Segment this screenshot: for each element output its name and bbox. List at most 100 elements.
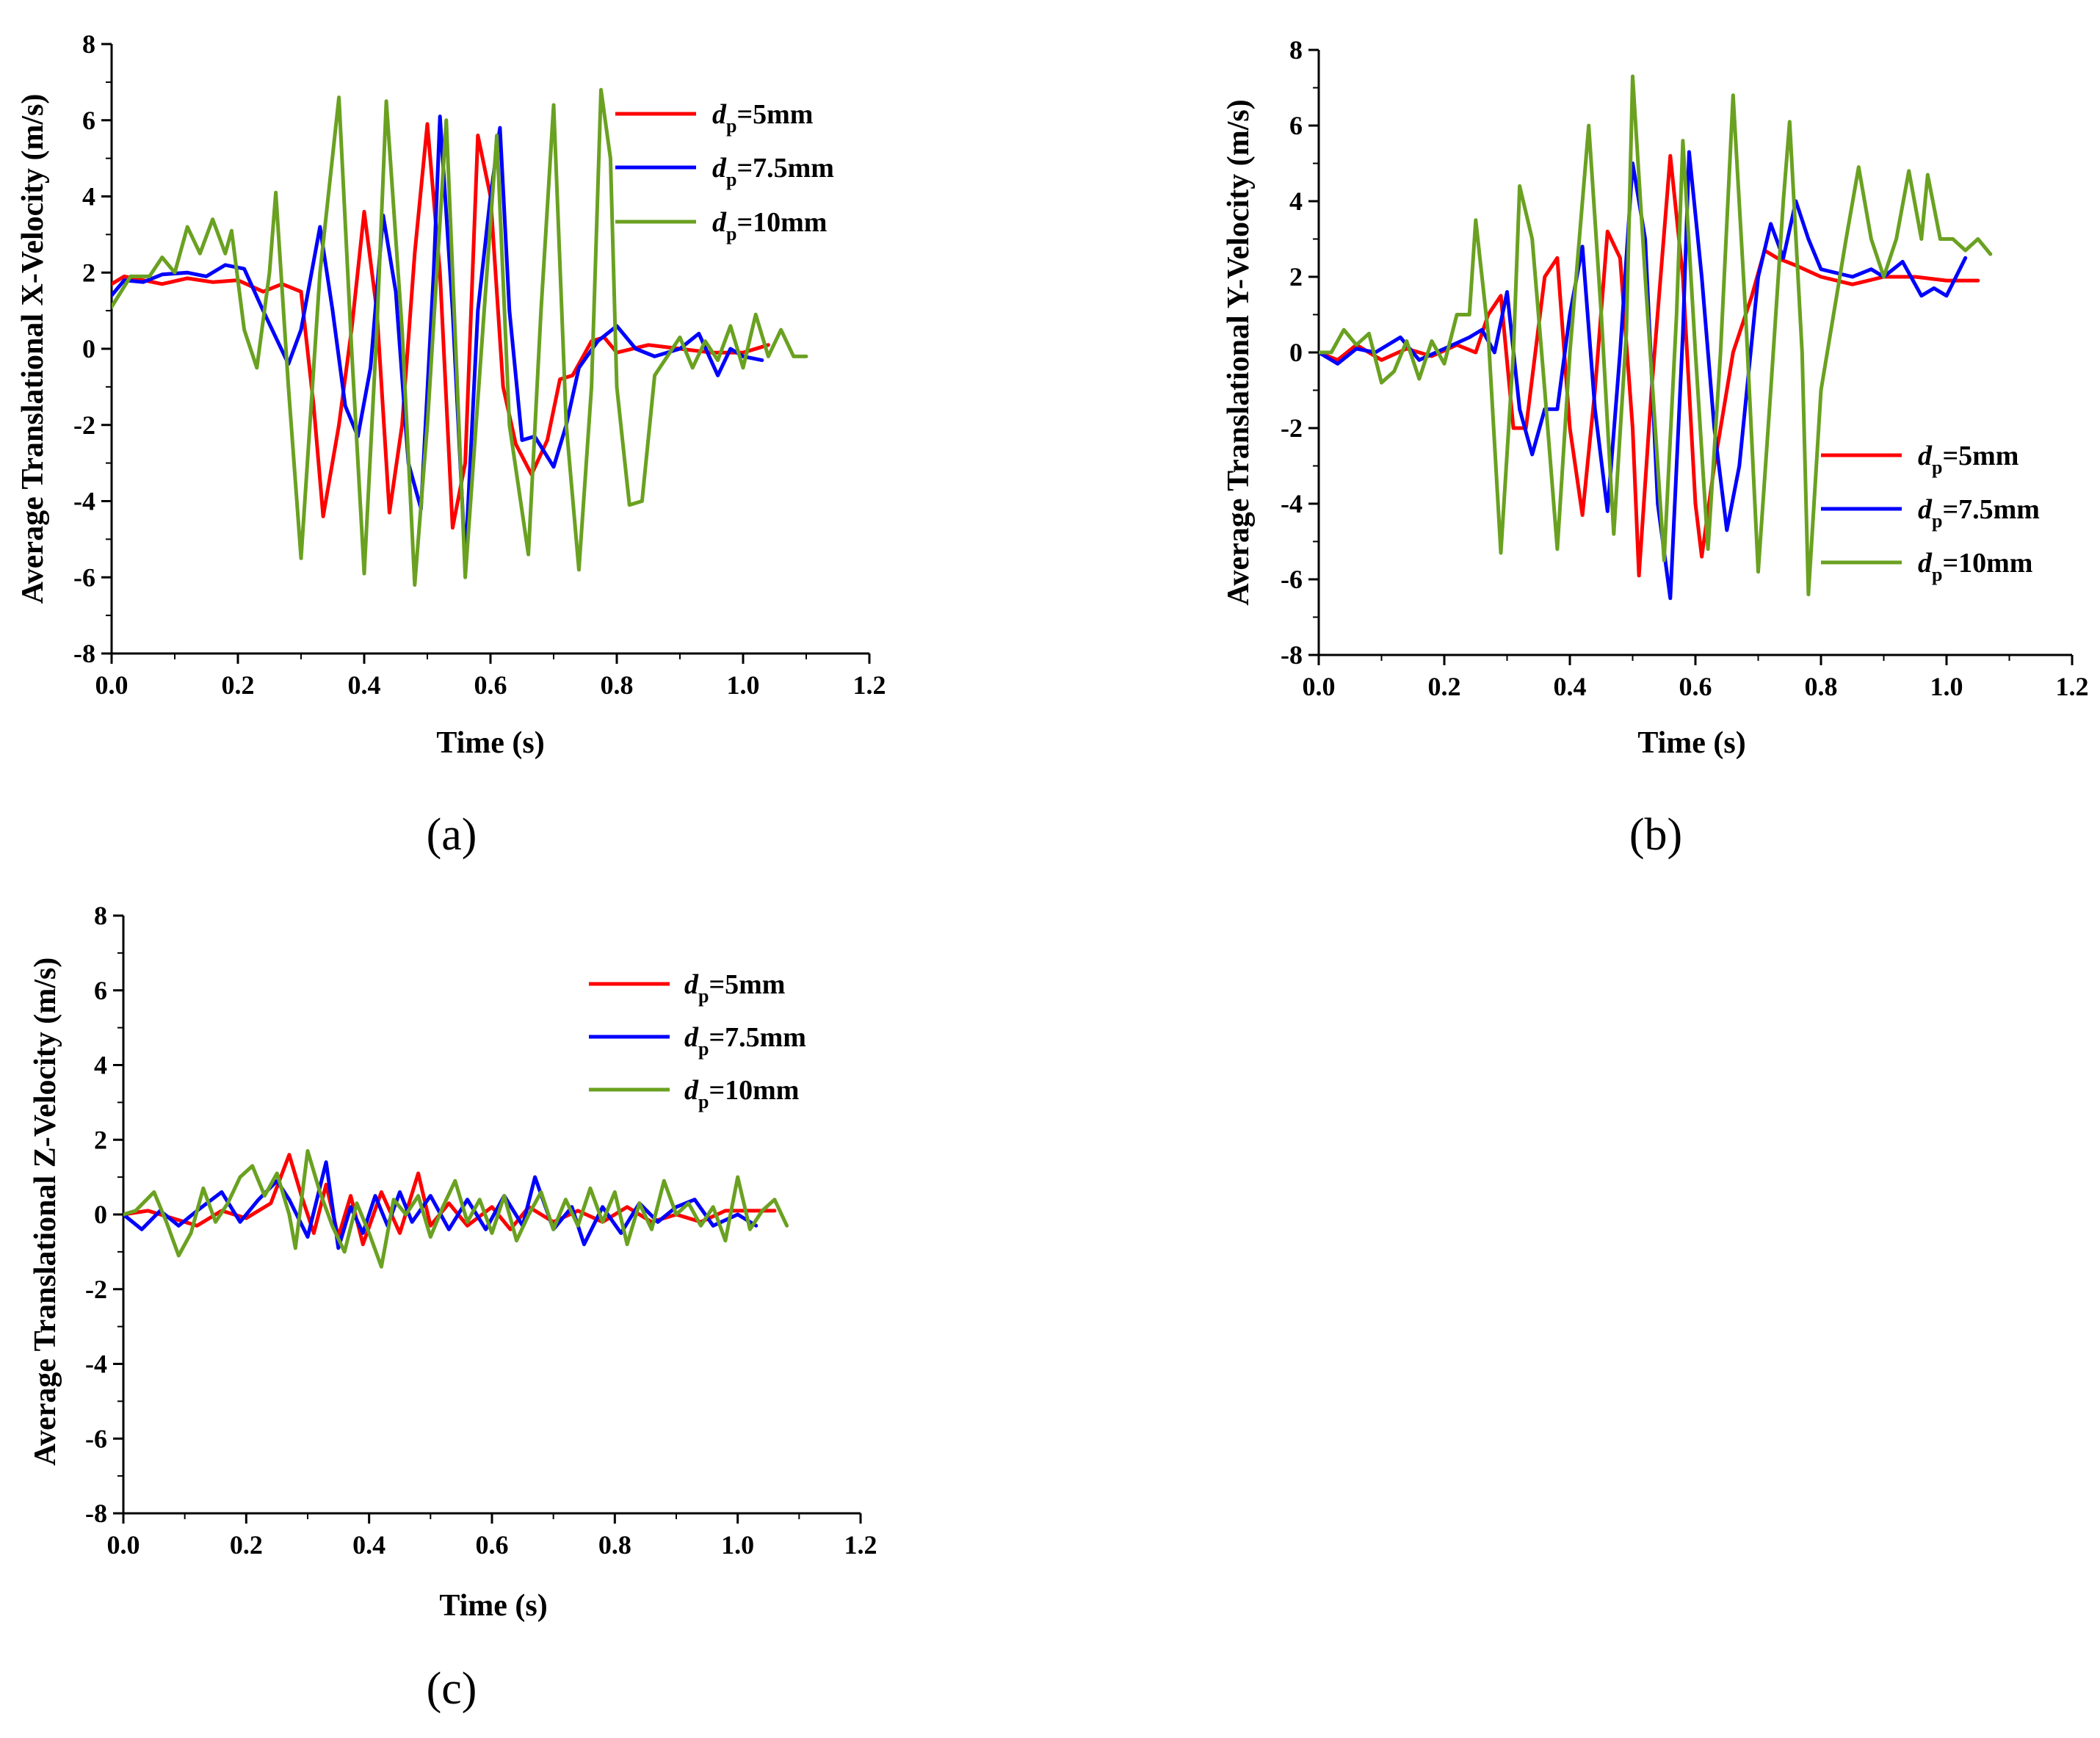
chart-panel-a: 0.0 0.2 0.4 0.6 0.8 1.0 1.2 -8 -6 -4 -2 0 2 4 6 8 Time … (16, 29, 886, 860)
x-tick-label-c: 1.0 (721, 1530, 754, 1560)
legend-entry-dp7_5-c: dp=7.5mm (589, 1022, 806, 1060)
legend-d-symbol: d (684, 1075, 699, 1106)
y-tick-label-a: 8 (82, 29, 95, 59)
legend-label-dp10-b: =10mm (1942, 548, 2032, 579)
y-tick-label-c: 0 (94, 1200, 107, 1229)
legend-label-dp10-c: =10mm (709, 1075, 799, 1106)
y-tick-label-b: 2 (1289, 262, 1303, 292)
legend-d-symbol: d (1918, 441, 1933, 471)
legend-label-dp10-a: =10mm (736, 207, 827, 238)
legend-a: dp=5mm dp=7.5mm dp=10mm (615, 99, 834, 245)
x-tick-label-b: 1.0 (1930, 672, 1963, 701)
legend-d-symbol: d (712, 207, 727, 238)
series-group-c (123, 1149, 789, 1269)
legend-d-symbol: d (712, 153, 727, 184)
x-tick-label-c: 1.2 (844, 1530, 877, 1560)
x-tick-label-a: 0.6 (474, 670, 507, 700)
legend-entry-dp5-a: dp=5mm (615, 99, 813, 137)
y-tick-label-b: 6 (1289, 111, 1303, 140)
legend-label-dp7_5-c: =7.5mm (709, 1022, 805, 1053)
y-tick-label-b: 8 (1289, 35, 1303, 65)
panel-label-c: (c) (427, 1664, 477, 1714)
y-tick-label-b: -6 (1281, 565, 1303, 594)
svg-text:dp=10mm: dp=10mm (684, 1075, 799, 1112)
svg-text:dp=7.5mm: dp=7.5mm (1918, 494, 2040, 532)
y-tick-label-c: 2 (94, 1125, 107, 1154)
series-line-dp10-c (123, 1149, 789, 1269)
series-line-dp10-b (1319, 74, 1993, 597)
legend-d-symbol: d (712, 99, 727, 130)
legend-d-subscript: p (726, 169, 736, 190)
y-tick-label-c: -2 (85, 1275, 107, 1304)
legend-d-subscript: p (698, 1038, 709, 1060)
y-tick-label-c: -6 (85, 1424, 107, 1453)
y-tick-label-c: -8 (85, 1499, 107, 1528)
legend-entry-dp7_5-b: dp=7.5mm (1821, 494, 2040, 532)
x-tick-label-a: 0.8 (601, 670, 634, 700)
y-tick-label-c: 4 (94, 1051, 107, 1080)
x-axis-label-b: Time (s) (1637, 726, 1745, 760)
axes-c: 0.0 0.2 0.4 0.6 0.8 1.0 1.2 -8 -6 -4 -2 0 2 4 6 8 (85, 901, 877, 1560)
y-tick-label-a: 2 (82, 258, 95, 287)
legend-d-symbol: d (1918, 548, 1933, 579)
y-tick-label-b: -4 (1281, 489, 1303, 518)
axes-b: 0.0 0.2 0.4 0.6 0.8 1.0 1.2 -8 -6 -4 -2 0 2 4 6 8 (1281, 35, 2089, 701)
svg-text:dp=5mm: dp=5mm (1918, 441, 2018, 478)
panel-label-b: (b) (1629, 810, 1682, 860)
svg-text:dp=7.5mm: dp=7.5mm (712, 153, 834, 190)
x-tick-label-b: 0.0 (1303, 672, 1336, 701)
svg-text:dp=10mm: dp=10mm (712, 207, 827, 245)
y-axis-label-a: Average Translational X-Velocity (m/s) (16, 94, 50, 604)
y-tick-label-c: 6 (94, 976, 107, 1005)
series-line-dp5-b (1319, 153, 1980, 578)
legend-label-dp5-b: =5mm (1942, 441, 2018, 471)
x-tick-label-b: 0.8 (1805, 672, 1838, 701)
x-tick-label-a: 0.2 (222, 670, 255, 700)
x-tick-label-b: 0.2 (1428, 672, 1461, 701)
legend-label-dp5-c: =5mm (709, 969, 785, 1000)
series-line-dp5-c (123, 1153, 777, 1247)
svg-text:dp=5mm: dp=5mm (684, 969, 785, 1007)
y-tick-label-b: 0 (1289, 338, 1303, 367)
chart-panel-b: 0.0 0.2 0.4 0.6 0.8 1.0 1.2 -8 -6 -4 -2 0 2 4 6 8 Time … (1222, 35, 2089, 860)
x-axis-label-c: Time (s) (439, 1589, 547, 1623)
x-tick-label-a: 0.0 (95, 670, 128, 700)
legend-c: dp=5mm dp=7.5mm dp=10mm (589, 969, 806, 1112)
panel-label-a: (a) (427, 810, 477, 860)
legend-d-subscript: p (726, 115, 736, 137)
x-tick-label-c: 0.2 (230, 1530, 263, 1560)
series-line-dp10-a (112, 87, 808, 587)
y-tick-label-a: 6 (82, 106, 95, 135)
x-axis-label-a: Time (s) (436, 726, 544, 760)
series-group-a (112, 87, 808, 587)
legend-d-subscript: p (726, 223, 736, 245)
y-axis-label-b: Average Translational Y-Velocity (m/s) (1222, 99, 1256, 605)
legend-entry-dp10-b: dp=10mm (1821, 548, 2032, 585)
legend-entry-dp5-c: dp=5mm (589, 969, 785, 1007)
x-tick-label-b: 1.2 (2056, 672, 2089, 701)
legend-entry-dp5-b: dp=5mm (1821, 441, 2018, 478)
legend-d-subscript: p (1932, 457, 1942, 478)
legend-entry-dp10-c: dp=10mm (589, 1075, 799, 1112)
series-group-b (1319, 74, 1993, 601)
x-tick-label-c: 0.6 (476, 1530, 509, 1560)
y-tick-label-a: -8 (73, 639, 95, 668)
x-tick-label-a: 1.2 (853, 670, 886, 700)
x-tick-label-b: 0.4 (1554, 672, 1587, 701)
legend-d-subscript: p (1932, 510, 1942, 532)
legend-d-symbol: d (684, 1022, 699, 1053)
x-tick-label-a: 0.4 (348, 670, 381, 700)
legend-d-symbol: d (1918, 494, 1933, 525)
legend-d-subscript: p (698, 1091, 709, 1112)
y-tick-label-b: -8 (1281, 640, 1303, 670)
y-tick-label-b: 4 (1289, 187, 1303, 216)
svg-text:dp=7.5mm: dp=7.5mm (684, 1022, 806, 1060)
legend-entry-dp7_5-a: dp=7.5mm (615, 153, 834, 190)
y-tick-label-a: -2 (73, 410, 95, 440)
y-tick-label-a: -6 (73, 562, 95, 592)
series-line-dp7_5-c (123, 1160, 758, 1250)
legend-d-subscript: p (698, 985, 709, 1007)
x-tick-label-c: 0.0 (107, 1530, 140, 1560)
svg-text:dp=5mm: dp=5mm (712, 99, 813, 137)
